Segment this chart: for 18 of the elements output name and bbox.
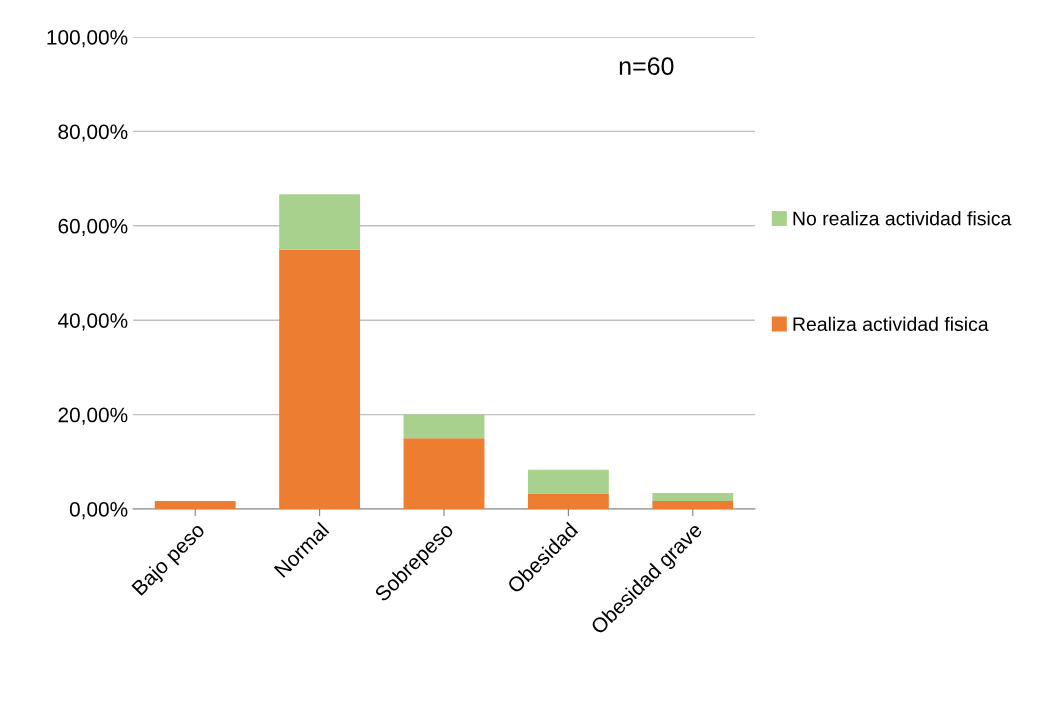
y-tick-label: 100,00% — [47, 30, 128, 48]
bar — [403, 414, 485, 439]
bar — [652, 492, 734, 501]
annotation: n=60 — [619, 57, 674, 76]
bar — [279, 249, 361, 509]
y-tick-label: 60,00% — [58, 218, 128, 237]
bar — [403, 438, 485, 509]
bar — [527, 469, 609, 494]
y-tick-label: 20,00% — [58, 407, 128, 425]
bar — [279, 194, 361, 250]
legend-label: No realiza actividad fisica — [793, 211, 1012, 226]
bar — [154, 500, 236, 509]
y-tick-label: 0,00% — [69, 502, 128, 520]
legend-label: Realiza actividad fisica — [793, 316, 989, 332]
bar — [527, 493, 609, 509]
y-tick-label: 40,00% — [57, 313, 128, 331]
bar — [652, 500, 734, 509]
y-tick-label: 80,00% — [58, 124, 128, 142]
